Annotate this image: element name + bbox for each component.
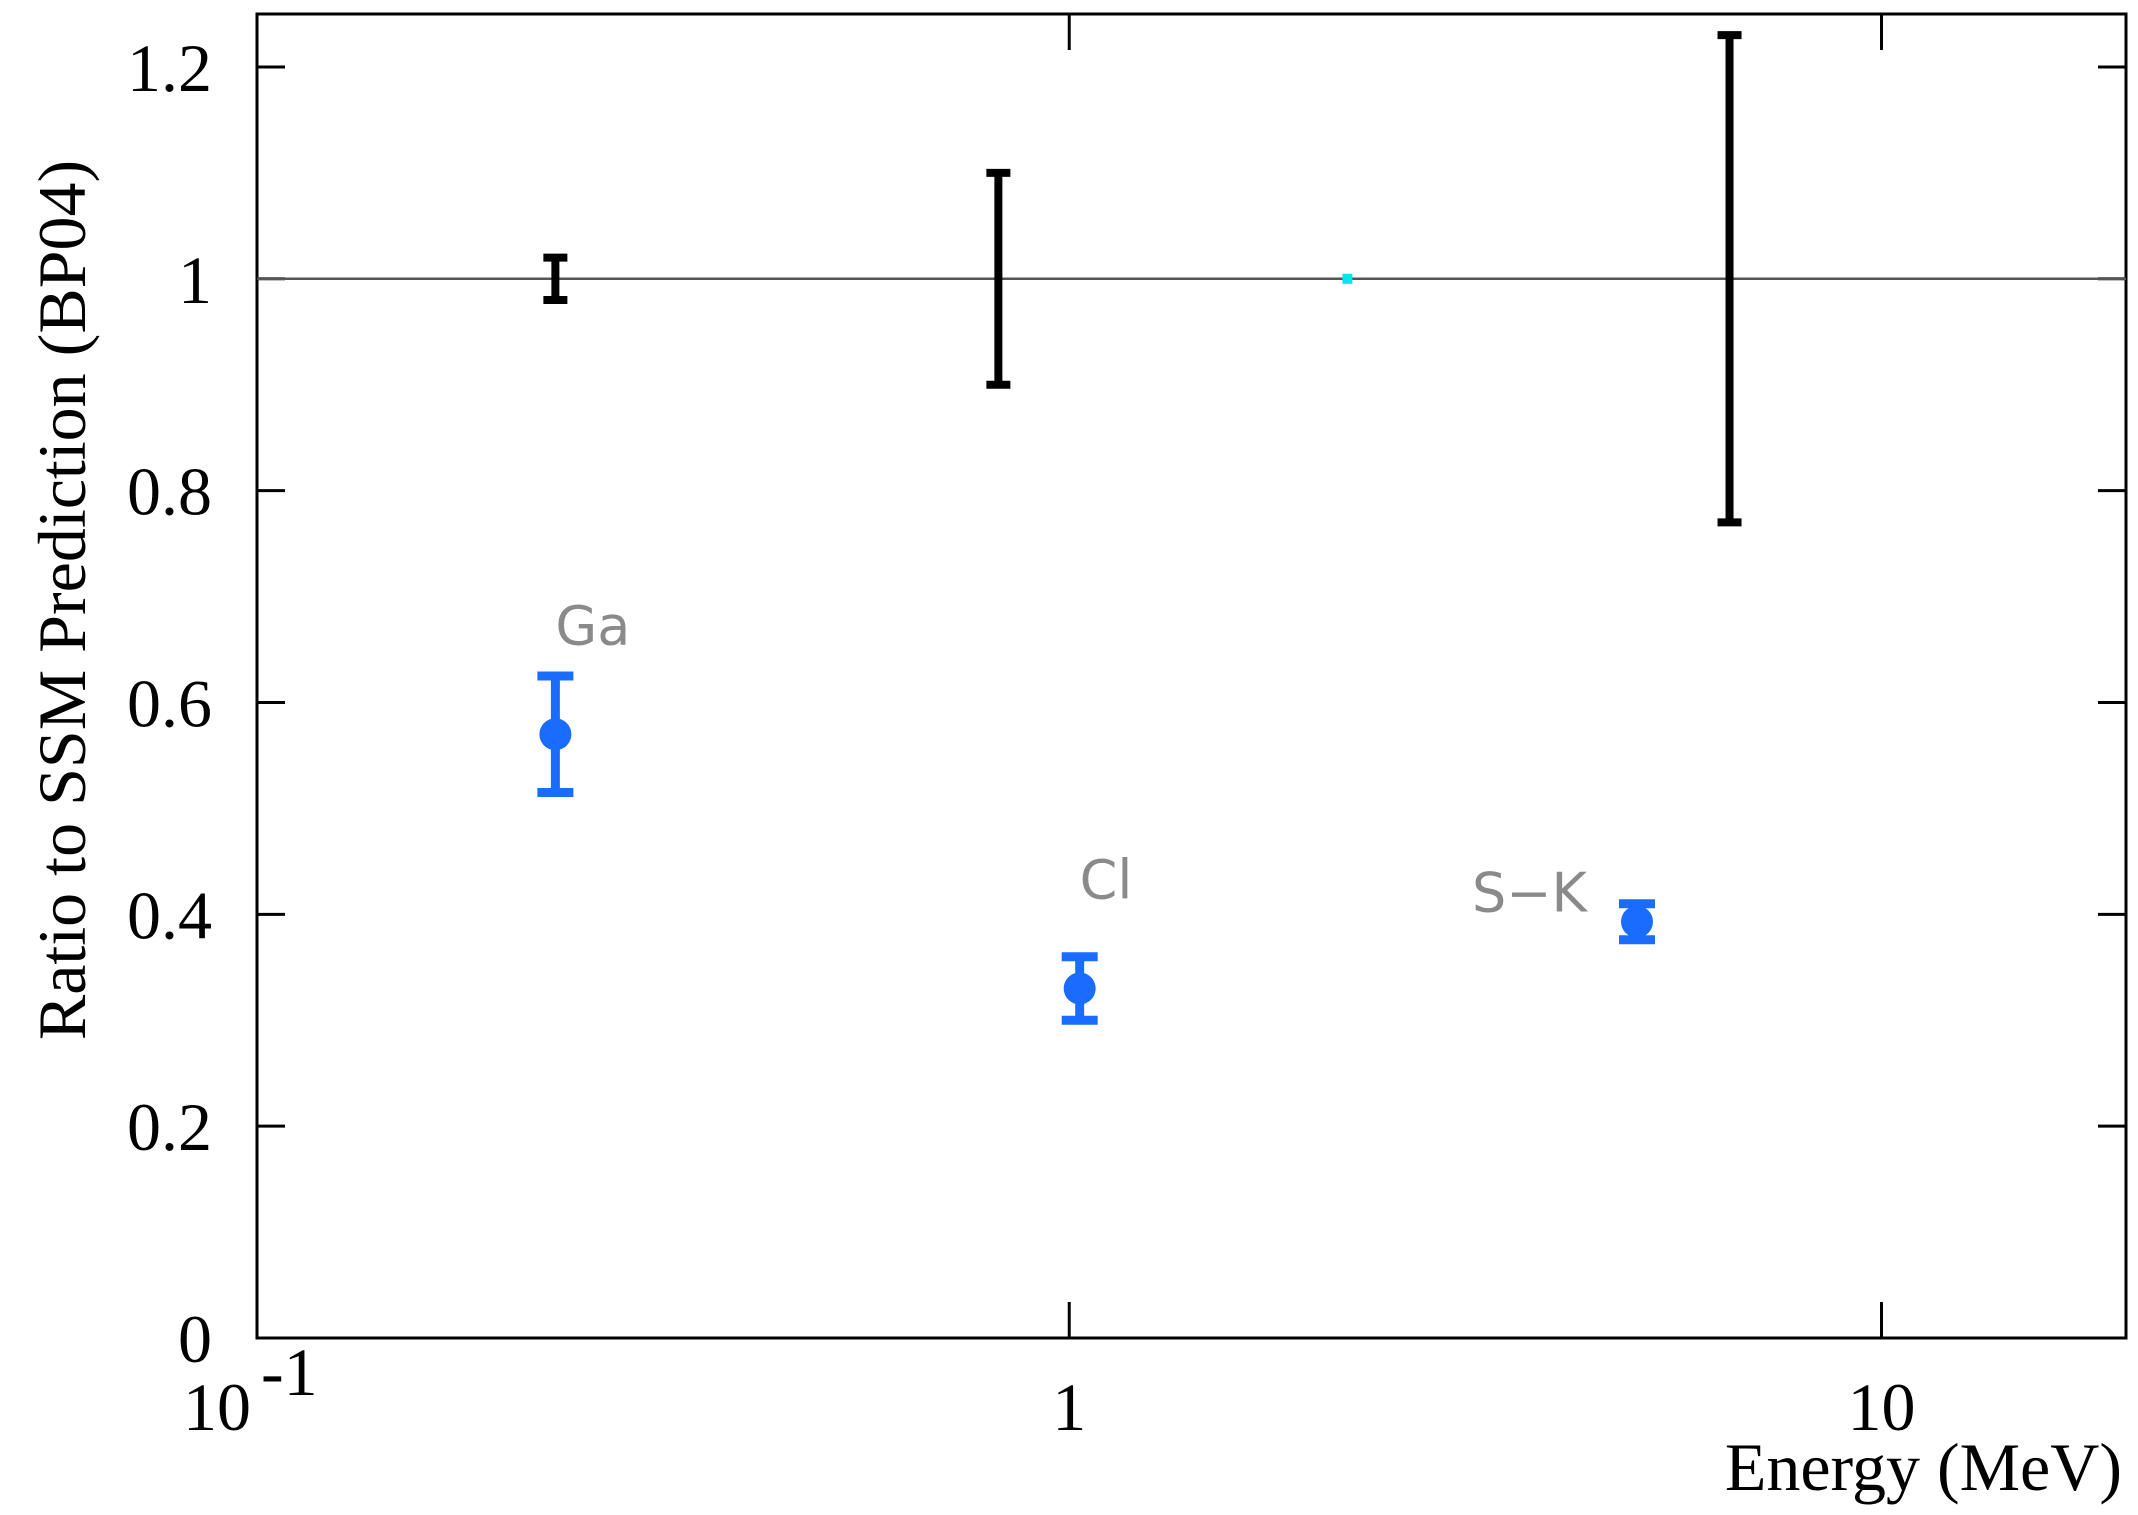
marker	[1620, 905, 1653, 938]
error-bar	[986, 168, 1011, 389]
y-tick-label: 1	[178, 242, 212, 318]
marker	[1063, 972, 1096, 1005]
x-tick-exponent: -1	[261, 1334, 318, 1410]
point-label: Ga	[555, 594, 630, 657]
point-label: S−K	[1472, 862, 1589, 925]
y-tick-label: 0.2	[127, 1089, 212, 1165]
x-axis-title: Energy (MeV)	[1725, 1429, 2122, 1505]
x-tick-label: 1	[1052, 1369, 1086, 1445]
x-tick-base: 10	[183, 1369, 251, 1445]
marker	[539, 718, 572, 751]
y-tick-label: 0	[178, 1301, 212, 1377]
y-tick-label: 0.8	[127, 454, 212, 530]
x-tick-label: 10	[183, 1369, 251, 1445]
error-bar	[1717, 31, 1742, 527]
error-bar	[543, 253, 568, 304]
y-tick-label: 0.4	[127, 877, 212, 953]
point-label: Cl	[1080, 848, 1133, 911]
marker	[1342, 273, 1353, 284]
y-axis-title: Ratio to SSM Prediction (BP04)	[24, 160, 100, 1040]
plot-frame	[255, 12, 2128, 1340]
x-tick-label: 10	[1847, 1369, 1915, 1445]
y-tick-label: 1.2	[127, 30, 212, 106]
y-tick-label: 0.6	[127, 665, 212, 741]
